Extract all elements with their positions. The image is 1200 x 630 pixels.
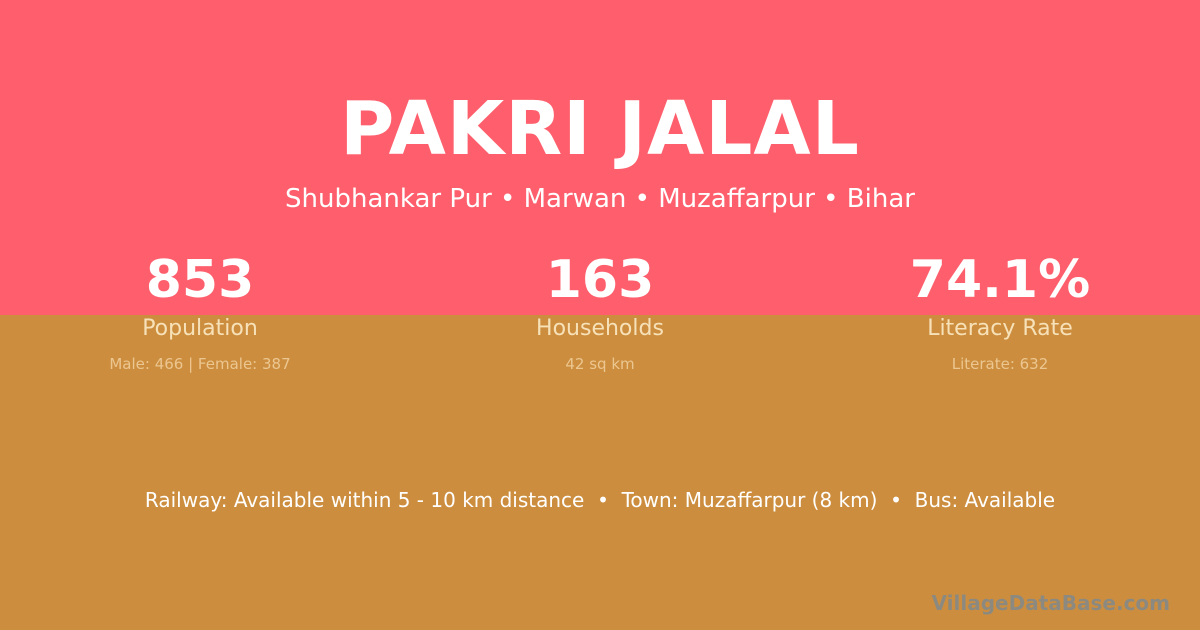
stat-label: Literacy Rate bbox=[927, 316, 1073, 341]
stat-value: 74.1% bbox=[909, 250, 1091, 310]
stat-detail: Literate: 632 bbox=[951, 355, 1049, 373]
header-band bbox=[0, 0, 1200, 315]
stat-value: 853 bbox=[145, 250, 255, 310]
stat-value: 163 bbox=[545, 250, 655, 310]
stat-detail: Male: 466 | Female: 387 bbox=[109, 355, 291, 373]
footer-band bbox=[0, 315, 1200, 630]
stat-detail: 42 sq km bbox=[565, 355, 635, 373]
watermark-logo: VillageDataBase.com bbox=[931, 591, 1170, 615]
stat-label: Population bbox=[142, 316, 258, 341]
connectivity-facts: Railway: Available within 5 - 10 km dist… bbox=[144, 488, 1056, 512]
stat-label: Households bbox=[536, 316, 664, 341]
village-name: PAKRI JALAL bbox=[340, 86, 860, 172]
village-location: Shubhankar Pur • Marwan • Muzaffarpur • … bbox=[285, 184, 915, 214]
